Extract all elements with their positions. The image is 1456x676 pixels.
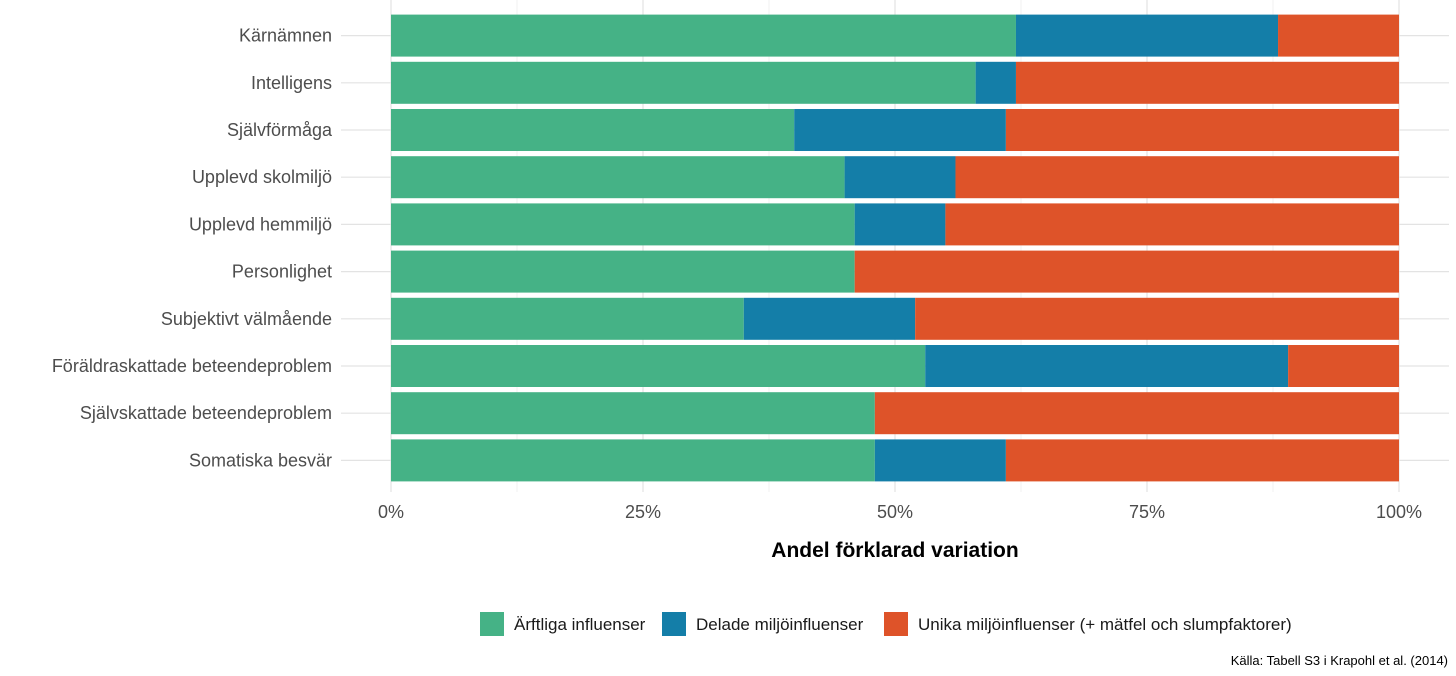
bar-delade-miljoinfluenser-subjektivt-valmaende — [743, 297, 916, 340]
x-tick-label: 100% — [1376, 502, 1422, 522]
bar-delade-miljoinfluenser-somatiska-besvar — [874, 439, 1006, 482]
x-tick-label: 50% — [877, 502, 913, 522]
category-label-somatiska-besvar: Somatiska besvär — [189, 450, 332, 470]
legend: Ärftliga influenser Delade miljöinfluense… — [480, 612, 1292, 636]
legend-label-delade-miljoinfluenser: Delade miljöinfluenser — [696, 615, 864, 634]
category-label-personlighet: Personlighet — [232, 262, 332, 282]
bar-unika-miljoinfluenser-somatiska-besvar — [1005, 439, 1399, 482]
bar-unika-miljoinfluenser-sjalvskattade-beteendeproblem — [874, 392, 1399, 435]
bar-delade-miljoinfluenser-intelligens — [975, 61, 1016, 104]
x-axis-title: Andel förklarad variation — [771, 539, 1018, 562]
bar-arftliga-influenser-personlighet — [391, 250, 855, 293]
category-label-karnamnen: Kärnämnen — [239, 26, 332, 46]
category-label-subjektivt-valmaende: Subjektivt välmående — [161, 309, 332, 329]
category-label-upplevd-hemmiljo: Upplevd hemmiljö — [189, 214, 332, 234]
legend-swatch-unika-miljoinfluenser — [884, 612, 908, 636]
category-label-upplevd-skolmiljo: Upplevd skolmiljö — [192, 167, 332, 187]
bar-delade-miljoinfluenser-karnamnen — [1015, 14, 1279, 57]
bar-unika-miljoinfluenser-foraldraskattade-beteendeproblem — [1288, 345, 1399, 387]
bar-delade-miljoinfluenser-foraldraskattade-beteendeproblem — [925, 345, 1289, 387]
bar-delade-miljoinfluenser-upplevd-hemmiljo — [854, 203, 946, 246]
legend-swatch-delade-miljoinfluenser — [662, 612, 686, 636]
bar-unika-miljoinfluenser-personlighet — [854, 250, 1399, 293]
bar-arftliga-influenser-foraldraskattade-beteendeproblem — [391, 345, 926, 387]
legend-swatch-arftliga-influenser — [480, 612, 504, 636]
legend-label-arftliga-influenser: Ärftliga influenser — [514, 615, 646, 634]
bar-delade-miljoinfluenser-upplevd-skolmiljo — [844, 156, 956, 199]
bar-unika-miljoinfluenser-intelligens — [1015, 61, 1399, 104]
bar-arftliga-influenser-upplevd-skolmiljo — [391, 156, 845, 199]
bar-unika-miljoinfluenser-upplevd-hemmiljo — [945, 203, 1399, 246]
bar-arftliga-influenser-intelligens — [391, 61, 976, 104]
bar-arftliga-influenser-somatiska-besvar — [391, 439, 875, 482]
bar-arftliga-influenser-upplevd-hemmiljo — [391, 203, 855, 246]
bar-arftliga-influenser-sjalvformaga — [391, 109, 795, 151]
x-tick-label: 0% — [378, 502, 404, 522]
bar-arftliga-influenser-subjektivt-valmaende — [391, 297, 744, 340]
bar-unika-miljoinfluenser-sjalvformaga — [1005, 109, 1399, 151]
category-label-foraldraskattade-beteendeproblem: Föräldraskattade beteendeproblem — [52, 356, 332, 376]
bar-arftliga-influenser-karnamnen — [391, 14, 1016, 57]
bar-delade-miljoinfluenser-sjalvformaga — [794, 109, 1006, 151]
x-tick-label: 25% — [625, 502, 661, 522]
category-label-sjalvskattade-beteendeproblem: Självskattade beteendeproblem — [80, 403, 332, 423]
bar-unika-miljoinfluenser-karnamnen — [1278, 14, 1399, 57]
x-tick-label: 75% — [1129, 502, 1165, 522]
category-label-intelligens: Intelligens — [251, 73, 332, 93]
x-tick-labels: 0% 25% 50% 75% 100% — [378, 502, 1422, 522]
category-label-sjalvformaga: Självförmåga — [227, 120, 333, 140]
bar-unika-miljoinfluenser-subjektivt-valmaende — [915, 297, 1399, 340]
category-labels: Kärnämnen Intelligens Självförmåga Upplevd … — [52, 26, 333, 471]
bar-unika-miljoinfluenser-upplevd-skolmiljo — [955, 156, 1399, 199]
bar-arftliga-influenser-sjalvskattade-beteendeproblem — [391, 392, 875, 435]
legend-label-unika-miljoinfluenser: Unika miljöinfluenser (+ mätfel och slum… — [918, 615, 1292, 634]
source-caption: Källa: Tabell S3 i Krapohl et al. (2014) — [1231, 653, 1448, 668]
bars — [391, 14, 1399, 482]
